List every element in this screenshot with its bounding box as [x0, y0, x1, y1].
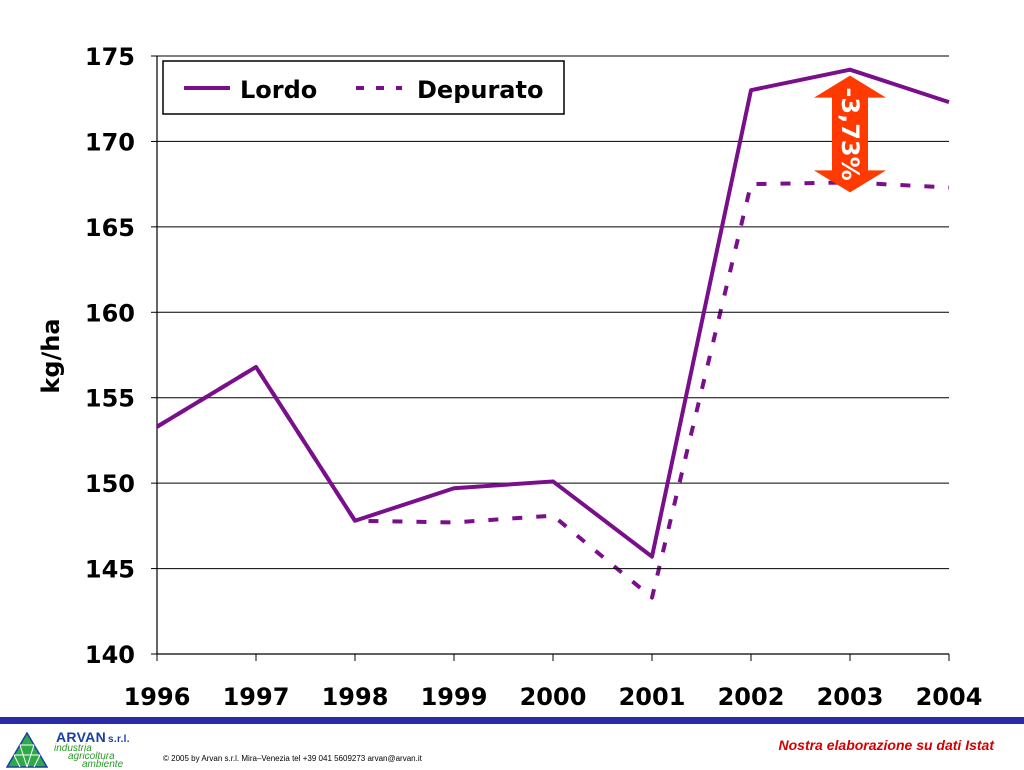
y-tick-label: 150 [85, 470, 135, 498]
x-tick-label: 2003 [817, 683, 884, 711]
x-tick-label: 1998 [322, 683, 389, 711]
x-tick-label: 1996 [124, 683, 191, 711]
y-tick-label: 160 [85, 299, 135, 327]
logo-brand: ARVAN [56, 729, 106, 745]
x-tick-label: 2002 [718, 683, 785, 711]
x-tick-label: 2001 [619, 683, 686, 711]
y-tick-label: 175 [85, 43, 135, 71]
x-tick-label: 2000 [520, 683, 587, 711]
copyright-text: © 2005 by Arvan s.r.l. Mira–Venezia tel … [163, 754, 422, 763]
source-note: Nostra elaborazione su dati Istat [778, 737, 995, 753]
footer-bar [0, 717, 1024, 724]
x-tick-label: 2004 [916, 683, 983, 711]
change-label: -3,73% [836, 87, 864, 180]
series-line-depurato [155, 180, 950, 600]
change-arrow [814, 75, 886, 193]
arvan-logo: ARVAN s.r.l. industria agricoltura ambien… [6, 728, 186, 770]
logo-brand-suffix: s.r.l. [108, 734, 130, 745]
y-tick-label: 145 [85, 556, 135, 584]
y-tick-label: 155 [85, 385, 135, 413]
logo-tagline-3: ambiente [82, 759, 124, 770]
x-tick-label: 1997 [223, 683, 290, 711]
y-tick-label: 140 [85, 641, 135, 669]
logo-tagline-1: industria [54, 743, 92, 754]
x-tick-label: 1999 [421, 683, 488, 711]
logo-triangle-icon [6, 732, 48, 768]
y-tick-label: 165 [85, 214, 135, 242]
logo-tagline-2: agricoltura [68, 751, 115, 762]
series-line-lordo [155, 67, 950, 559]
line-chart: 140 145 150 155 160 165 170 175 1996 1997 1998 1999… [85, 43, 983, 711]
legend-label-depurato: Depurato [417, 76, 543, 104]
legend-label-lordo: Lordo [240, 76, 317, 104]
y-tick-label: 170 [85, 128, 135, 156]
y-axis-title: kg/ha [37, 318, 65, 394]
